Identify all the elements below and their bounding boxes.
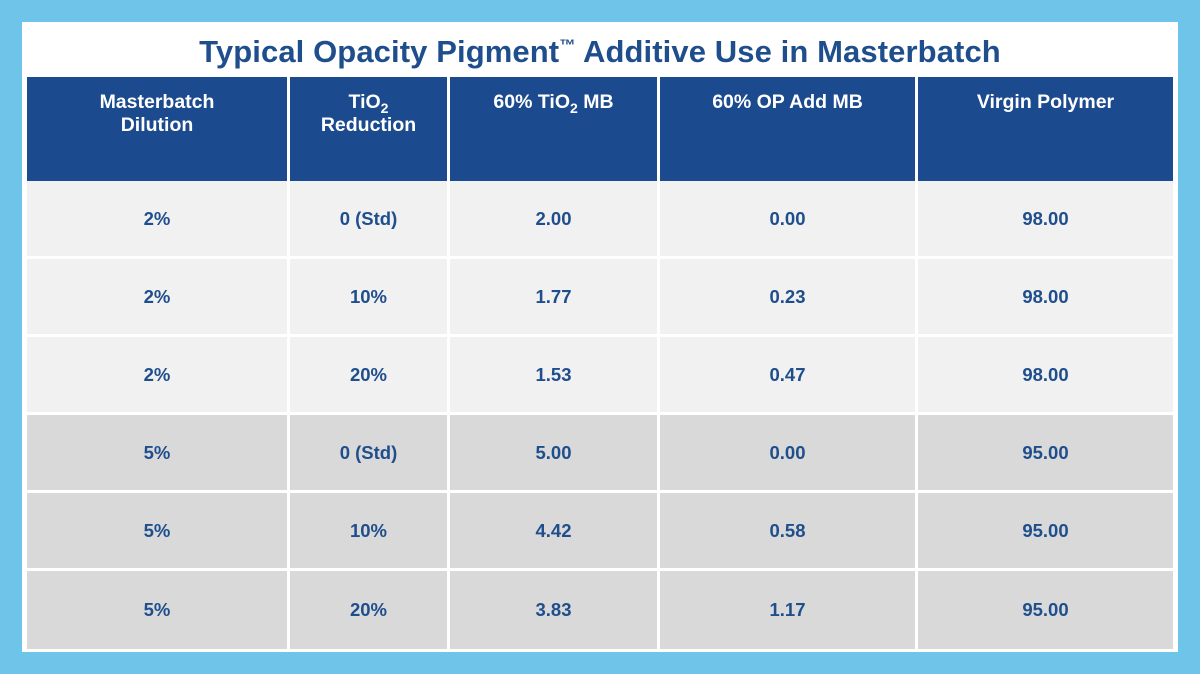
- table-row: 5% 10% 4.42 0.58 95.00: [27, 493, 1173, 571]
- page-title-part-1: Typical Opacity Pigment: [199, 34, 560, 69]
- cell-virgin-polymer: 95.00: [918, 493, 1173, 571]
- column-header-masterbatch-dilution: Masterbatch Dilution: [27, 77, 290, 181]
- title-bar: Typical Opacity Pigment™ Additive Use in…: [22, 22, 1178, 77]
- cell-masterbatch-dilution: 2%: [27, 181, 290, 259]
- cell-60-tio2-mb: 3.83: [450, 571, 660, 649]
- column-header-line-1: Virgin Polymer: [976, 91, 1115, 113]
- cell-masterbatch-dilution: 5%: [27, 415, 290, 493]
- subscript-2: 2: [380, 99, 389, 116]
- table-header: Masterbatch Dilution TiO2 Reduction 60% …: [27, 77, 1173, 181]
- page-title-part-2: Additive Use in Masterbatch: [575, 34, 1001, 69]
- cell-60-op-add-mb: 0.00: [660, 415, 918, 493]
- column-header-60-percent-op-add-mb: 60% OP Add MB: [660, 77, 918, 181]
- cell-virgin-polymer: 95.00: [918, 415, 1173, 493]
- data-table: Masterbatch Dilution TiO2 Reduction 60% …: [27, 77, 1173, 649]
- table-body: 2% 0 (Std) 2.00 0.00 98.00 2% 10% 1.77 0…: [27, 181, 1173, 649]
- cell-tio2-reduction: 0 (Std): [290, 181, 450, 259]
- table-row: 2% 0 (Std) 2.00 0.00 98.00: [27, 181, 1173, 259]
- table-row: 2% 20% 1.53 0.47 98.00: [27, 337, 1173, 415]
- cell-tio2-reduction: 20%: [290, 571, 450, 649]
- table-row: 5% 0 (Std) 5.00 0.00 95.00: [27, 415, 1173, 493]
- cell-virgin-polymer: 98.00: [918, 337, 1173, 415]
- cell-virgin-polymer: 98.00: [918, 259, 1173, 337]
- cell-masterbatch-dilution: 2%: [27, 259, 290, 337]
- column-header-line-1: 60% OP Add MB: [712, 91, 863, 113]
- column-header-line-1: Masterbatch: [99, 91, 215, 113]
- cell-60-tio2-mb: 2.00: [450, 181, 660, 259]
- cell-60-tio2-mb: 1.77: [450, 259, 660, 337]
- cell-60-op-add-mb: 0.00: [660, 181, 918, 259]
- cell-60-tio2-mb: 1.53: [450, 337, 660, 415]
- cell-60-tio2-mb: 4.42: [450, 493, 660, 571]
- column-header-tio2-reduction: TiO2 Reduction: [290, 77, 450, 181]
- cell-virgin-polymer: 98.00: [918, 181, 1173, 259]
- cell-tio2-reduction: 0 (Std): [290, 415, 450, 493]
- cell-60-op-add-mb: 0.58: [660, 493, 918, 571]
- column-header-virgin-polymer: Virgin Polymer: [918, 77, 1173, 181]
- column-header-line-1: 60% TiO: [493, 91, 571, 113]
- cell-tio2-reduction: 10%: [290, 493, 450, 571]
- cell-tio2-reduction: 10%: [290, 259, 450, 337]
- cell-60-op-add-mb: 0.23: [660, 259, 918, 337]
- cell-masterbatch-dilution: 5%: [27, 493, 290, 571]
- column-header-line-2: Reduction: [320, 113, 417, 136]
- slide-card: Typical Opacity Pigment™ Additive Use in…: [22, 22, 1178, 652]
- table-header-row: Masterbatch Dilution TiO2 Reduction 60% …: [27, 77, 1173, 181]
- cell-60-tio2-mb: 5.00: [450, 415, 660, 493]
- cell-tio2-reduction: 20%: [290, 337, 450, 415]
- page-title: Typical Opacity Pigment™ Additive Use in…: [199, 36, 1001, 67]
- column-header-line-1: TiO: [348, 91, 381, 113]
- column-header-line-2: Dilution: [120, 113, 194, 136]
- trademark-symbol: ™: [559, 36, 576, 55]
- cell-masterbatch-dilution: 2%: [27, 337, 290, 415]
- table-row: 5% 20% 3.83 1.17 95.00: [27, 571, 1173, 649]
- cell-masterbatch-dilution: 5%: [27, 571, 290, 649]
- table-row: 2% 10% 1.77 0.23 98.00: [27, 259, 1173, 337]
- cell-60-op-add-mb: 0.47: [660, 337, 918, 415]
- column-header-60-percent-tio2-mb: 60% TiO2 MB: [450, 77, 660, 181]
- subscript-2: 2: [570, 99, 578, 116]
- cell-60-op-add-mb: 1.17: [660, 571, 918, 649]
- column-header-line-1-tail: MB: [577, 91, 614, 113]
- cell-virgin-polymer: 95.00: [918, 571, 1173, 649]
